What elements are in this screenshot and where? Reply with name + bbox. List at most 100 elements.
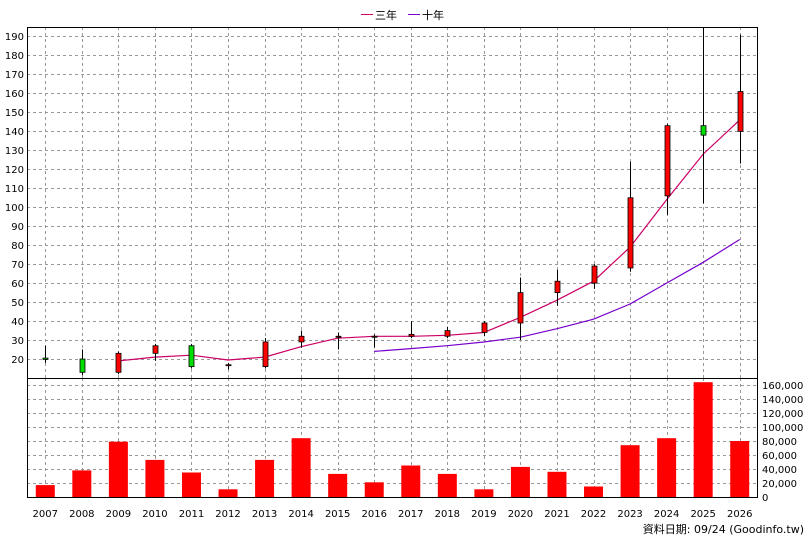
price-tick-label: 80 <box>11 241 24 252</box>
footer-source: 資料日期: 09/24 (Goodinfo.tw) <box>643 522 804 536</box>
candle-body <box>664 125 671 197</box>
year-tick-label: 2014 <box>288 509 313 520</box>
year-tick-label: 2017 <box>398 509 423 520</box>
volume-bar <box>620 445 640 497</box>
plot-frames <box>27 27 758 498</box>
volume-bar <box>35 485 55 497</box>
year-tick-label: 2007 <box>33 509 58 520</box>
volume-frame <box>27 378 758 498</box>
price-tick-label: 90 <box>11 222 24 233</box>
volume-bar <box>255 459 275 497</box>
price-tick-label: 190 <box>5 32 24 43</box>
year-tick-label: 2023 <box>617 509 642 520</box>
candles <box>42 27 744 376</box>
ma10-series-line <box>374 238 741 352</box>
candle-body <box>42 357 49 360</box>
volume-bar <box>657 438 677 497</box>
volume-bar <box>730 441 750 497</box>
price-tick-label: 120 <box>5 165 24 176</box>
year-tick-label: 2010 <box>142 509 167 520</box>
price-panel: 20 30 40 50 60 70 80 90 100 110 120 130 140 150 160 170… <box>5 27 758 378</box>
candle-body <box>627 197 634 269</box>
price-tick-label: 100 <box>5 203 24 214</box>
legend-ma3-label: 三年 <box>375 8 397 22</box>
volume-bar <box>437 473 457 497</box>
candle-body <box>262 341 269 368</box>
volume-axis: 0 20,000 40,000 60,000 80,000 100,000 120,000 1… <box>762 381 803 504</box>
candle-body <box>408 333 415 337</box>
price-tick-label: 140 <box>5 127 24 138</box>
candle-body <box>152 345 159 354</box>
year-tick-label: 2024 <box>654 509 679 520</box>
year-tick-label: 2025 <box>690 509 715 520</box>
candle-body <box>737 91 744 132</box>
year-tick-label: 2018 <box>435 509 460 520</box>
candle-body <box>335 335 342 338</box>
year-tick-label: 2015 <box>325 509 350 520</box>
price-tick-label: 110 <box>5 184 24 195</box>
volume-tick-label: 60,000 <box>762 451 797 462</box>
volume-tick-label: 140,000 <box>762 395 803 406</box>
candle-body <box>700 125 707 136</box>
volume-bar <box>291 438 311 497</box>
year-tick-label: 2009 <box>106 509 131 520</box>
year-tick-label: 2022 <box>581 509 606 520</box>
price-tick-label: 160 <box>5 89 24 100</box>
candle-body <box>371 335 378 338</box>
price-tick-label: 20 <box>11 355 24 366</box>
legend-ma10-label: 十年 <box>422 8 444 22</box>
year-tick-label: 2011 <box>179 509 204 520</box>
legend: 三年 十年 <box>361 8 444 22</box>
volume-bar <box>145 459 165 497</box>
price-axis: 20 30 40 50 60 70 80 90 100 110 120 130 140 150 160 170… <box>5 32 24 366</box>
candle-body <box>517 292 524 324</box>
volume-tick-label: 120,000 <box>762 409 803 420</box>
price-frame <box>27 27 758 379</box>
year-tick-label: 2019 <box>471 509 496 520</box>
candle-body <box>444 330 451 337</box>
volume-tick-label: 20,000 <box>762 479 797 490</box>
price-tick-label: 30 <box>11 336 24 347</box>
year-tick-label: 2013 <box>252 509 277 520</box>
year-tick-label: 2016 <box>361 509 386 520</box>
volume-bar <box>72 470 92 497</box>
volume-bar <box>584 486 604 497</box>
volume-grid <box>27 378 758 497</box>
price-tick-label: 50 <box>11 298 24 309</box>
price-tick-label: 180 <box>5 51 24 62</box>
year-tick-label: 2021 <box>544 509 569 520</box>
price-tick-label: 60 <box>11 279 24 290</box>
price-tick-label: 130 <box>5 146 24 157</box>
volume-bar <box>328 473 348 497</box>
price-tick-label: 40 <box>11 317 24 328</box>
year-tick-label: 2008 <box>69 509 94 520</box>
price-tick-label: 70 <box>11 260 24 271</box>
price-tick-label: 150 <box>5 108 24 119</box>
volume-tick-label: 100,000 <box>762 423 803 434</box>
year-axis: 2007 2008 2009 2010 2011 2012 2013 2014 2015 2016… <box>33 509 753 520</box>
volume-bars <box>35 382 750 497</box>
candle-body <box>298 335 305 343</box>
volume-bar <box>181 472 201 497</box>
volume-bar <box>218 489 238 497</box>
volume-tick-label: 80,000 <box>762 437 797 448</box>
candle-body <box>225 364 232 367</box>
ma3-series-line <box>118 119 741 362</box>
volume-tick-label: 0 <box>762 493 768 504</box>
volume-bar <box>401 465 421 497</box>
ma10-line <box>374 238 741 352</box>
price-grid <box>27 27 758 378</box>
year-tick-label: 2026 <box>727 509 752 520</box>
candle-body <box>481 322 488 333</box>
candle-body <box>554 280 561 294</box>
volume-bar <box>510 466 530 497</box>
candle-body <box>79 358 86 373</box>
ma3-line <box>118 119 741 362</box>
candle-body <box>188 345 195 368</box>
volume-panel: 0 20,000 40,000 60,000 80,000 100,000 120,000 1… <box>27 378 803 504</box>
year-tick-label: 2020 <box>508 509 533 520</box>
volume-tick-label: 160,000 <box>762 381 803 392</box>
year-tick-label: 2012 <box>215 509 240 520</box>
price-tick-label: 170 <box>5 70 24 81</box>
